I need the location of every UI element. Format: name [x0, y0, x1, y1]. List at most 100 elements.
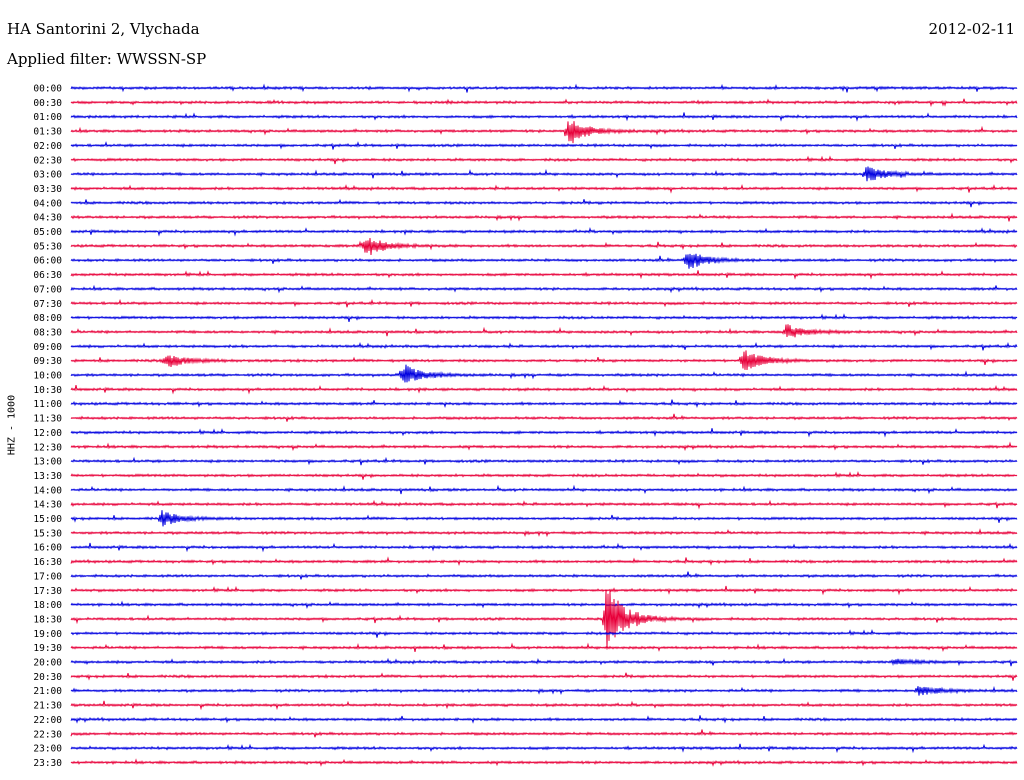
trace-1930	[70, 642, 1018, 653]
trace-0100	[70, 112, 1018, 122]
trace-0930	[70, 350, 1018, 371]
row-label: 06:30	[33, 270, 62, 281]
row-label: 08:00	[33, 313, 62, 324]
row-label: 11:00	[33, 399, 62, 410]
row-label: 22:30	[33, 729, 62, 740]
row-label: 17:30	[33, 586, 62, 597]
trace-2200	[70, 715, 1018, 724]
trace-0800	[70, 313, 1018, 323]
trace-1030	[70, 384, 1018, 395]
row-label: 18:00	[33, 600, 62, 611]
row-label: 23:00	[33, 744, 62, 755]
row-label: 21:00	[33, 686, 62, 697]
row-label: 19:30	[33, 643, 62, 654]
trace-1600	[70, 542, 1018, 553]
row-label: 02:00	[33, 141, 62, 152]
row-label: 15:30	[33, 528, 62, 539]
trace-0330	[70, 184, 1018, 194]
row-label: 12:30	[33, 442, 62, 453]
trace-0300	[70, 166, 1018, 182]
trace-0600	[70, 253, 1018, 269]
row-label: 01:30	[33, 127, 62, 138]
row-label: 21:30	[33, 701, 62, 712]
row-label: 16:30	[33, 557, 62, 568]
trace-1730	[70, 585, 1018, 596]
trace-0030	[70, 98, 1018, 108]
row-label: 17:00	[33, 571, 62, 582]
trace-2230	[70, 729, 1018, 738]
trace-1200	[70, 428, 1018, 438]
row-label: 04:00	[33, 198, 62, 209]
trace-1230	[70, 441, 1018, 452]
row-label: 03:30	[33, 184, 62, 195]
trace-1500	[70, 510, 1018, 527]
row-label: 22:00	[33, 715, 62, 726]
row-label: 01:00	[33, 112, 62, 123]
trace-1900	[70, 628, 1018, 638]
row-label: 09:00	[33, 342, 62, 353]
trace-0400	[70, 198, 1018, 208]
filter-label: Applied filter: WWSSN-SP	[7, 50, 207, 68]
row-label: 05:30	[33, 241, 62, 252]
trace-0430	[70, 212, 1018, 222]
row-label: 08:30	[33, 327, 62, 338]
trace-2300	[70, 743, 1018, 754]
trace-1100	[70, 399, 1018, 408]
trace-0630	[70, 270, 1018, 280]
trace-1400	[70, 484, 1018, 495]
row-label: 14:00	[33, 485, 62, 496]
trace-1300	[70, 456, 1018, 466]
trace-0230	[70, 155, 1018, 165]
trace-1800	[70, 600, 1018, 610]
row-label: 20:00	[33, 658, 62, 669]
row-label: 13:00	[33, 457, 62, 468]
trace-1130	[70, 413, 1018, 422]
trace-0900	[70, 342, 1018, 351]
row-label: 23:30	[33, 758, 62, 769]
trace-0730	[70, 298, 1018, 308]
row-label: 10:30	[33, 385, 62, 396]
trace-2330	[70, 758, 1018, 767]
trace-1430	[70, 499, 1018, 510]
trace-2030	[70, 672, 1018, 681]
row-label: 18:30	[33, 614, 62, 625]
row-label: 16:00	[33, 543, 62, 554]
trace-0530	[70, 237, 1018, 256]
row-label: 04:30	[33, 213, 62, 224]
trace-2000	[70, 657, 1018, 667]
trace-0130	[70, 121, 1018, 144]
row-label: 20:30	[33, 672, 62, 683]
row-label: 09:30	[33, 356, 62, 367]
date-label: 2012-02-11	[928, 20, 1015, 38]
trace-1530	[70, 528, 1018, 538]
row-label: 05:00	[33, 227, 62, 238]
trace-1700	[70, 571, 1018, 580]
trace-1630	[70, 556, 1018, 566]
row-label: 07:00	[33, 284, 62, 295]
trace-1330	[70, 471, 1018, 480]
trace-0200	[70, 141, 1018, 150]
row-label: 10:00	[33, 371, 62, 382]
trace-1830	[70, 589, 1018, 650]
row-label: 12:00	[33, 428, 62, 439]
trace-0500	[70, 227, 1018, 237]
row-label: 00:00	[33, 84, 62, 95]
trace-0000	[70, 83, 1018, 93]
row-label: 14:30	[33, 500, 62, 511]
row-label: 02:30	[33, 155, 62, 166]
row-label: 19:00	[33, 629, 62, 640]
station-title: HA Santorini 2, Vlychada	[7, 20, 200, 38]
trace-0700	[70, 284, 1018, 294]
row-label: 06:00	[33, 256, 62, 267]
row-label: 00:30	[33, 98, 62, 109]
trace-1000	[70, 364, 1018, 383]
trace-0830	[70, 324, 1018, 338]
trace-2100	[70, 685, 1018, 696]
row-label: 11:30	[33, 414, 62, 425]
row-label: 13:30	[33, 471, 62, 482]
trace-2130	[70, 700, 1018, 711]
row-label: 07:30	[33, 299, 62, 310]
row-label: 15:00	[33, 514, 62, 525]
row-label: 03:00	[33, 170, 62, 181]
